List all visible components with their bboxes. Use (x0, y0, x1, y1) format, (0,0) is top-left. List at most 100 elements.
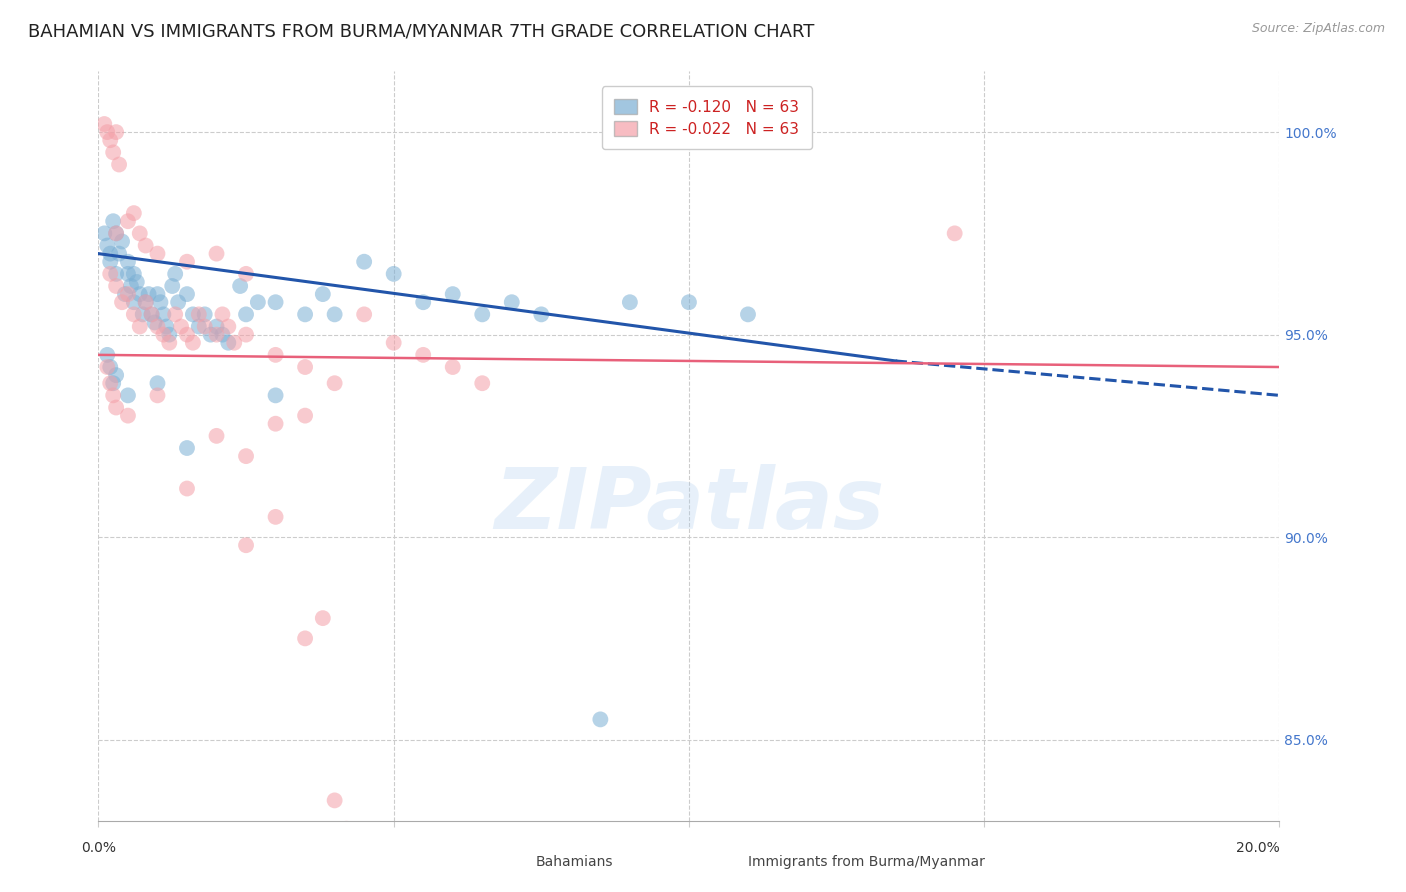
Point (105, 401, 128, 415)
Point (98, 254, 121, 268)
Point (264, 348, 287, 362)
Point (155, 319, 177, 334)
Point (98, 267, 121, 281)
Point (105, 279, 128, 293)
Point (146, 246, 169, 260)
Point (152, 307, 174, 321)
Point (176, 287, 198, 301)
Point (323, 307, 346, 321)
Point (122, 307, 145, 321)
Point (143, 316, 166, 330)
Point (170, 319, 193, 334)
Point (264, 388, 287, 402)
Text: Immigrants from Burma/Myanmar: Immigrants from Burma/Myanmar (748, 855, 984, 869)
Text: BAHAMIAN VS IMMIGRANTS FROM BURMA/MYANMAR 7TH GRADE CORRELATION CHART: BAHAMIAN VS IMMIGRANTS FROM BURMA/MYANMA… (28, 22, 814, 40)
Point (149, 295, 172, 310)
Point (235, 538, 257, 552)
Point (122, 267, 145, 281)
Point (224, 335, 246, 350)
Point (105, 368, 128, 383)
Point (353, 307, 375, 321)
Point (93, 117, 115, 131)
Point (117, 409, 139, 423)
Point (98, 133, 121, 147)
Point (146, 388, 169, 402)
Point (105, 267, 128, 281)
Point (312, 287, 335, 301)
Point (98, 359, 121, 374)
Point (194, 307, 217, 321)
Point (619, 295, 641, 310)
Point (205, 327, 228, 342)
Point (117, 287, 139, 301)
Point (211, 327, 233, 342)
Point (412, 348, 434, 362)
Point (678, 295, 700, 310)
Point (117, 267, 139, 281)
Point (108, 246, 131, 260)
Point (105, 227, 128, 241)
Point (264, 417, 287, 431)
Point (194, 319, 217, 334)
Point (128, 227, 150, 241)
Point (501, 295, 523, 310)
Point (117, 254, 139, 268)
Text: 20.0%: 20.0% (1236, 841, 1279, 855)
Point (181, 307, 204, 321)
Point (205, 246, 228, 260)
Point (176, 441, 198, 455)
Point (235, 327, 257, 342)
Point (135, 238, 157, 252)
Point (162, 279, 183, 293)
Point (235, 307, 257, 321)
Point (117, 388, 139, 402)
Text: ZIPatlas: ZIPatlas (494, 465, 884, 548)
Point (943, 227, 966, 241)
Point (93, 227, 115, 241)
Point (103, 376, 125, 391)
Point (108, 157, 131, 171)
Point (294, 409, 316, 423)
Point (141, 307, 163, 321)
Point (176, 482, 198, 496)
Text: 0.0%: 0.0% (82, 841, 115, 855)
Point (471, 376, 494, 391)
Point (122, 295, 145, 310)
Point (98, 246, 121, 260)
Point (157, 335, 180, 350)
Point (176, 254, 198, 268)
Point (165, 267, 187, 281)
Point (200, 327, 222, 342)
Point (264, 295, 287, 310)
Point (132, 307, 155, 321)
Point (530, 307, 553, 321)
Point (135, 295, 157, 310)
Point (205, 429, 228, 443)
Point (125, 275, 148, 289)
Point (114, 287, 136, 301)
Point (323, 793, 346, 807)
Point (382, 267, 405, 281)
Point (246, 295, 269, 310)
Point (211, 307, 233, 321)
Point (96, 359, 118, 374)
Point (205, 319, 228, 334)
Point (128, 287, 150, 301)
Point (294, 359, 316, 374)
Point (146, 319, 169, 334)
Point (229, 279, 252, 293)
Point (353, 254, 375, 268)
Point (138, 287, 160, 301)
Point (103, 388, 125, 402)
Point (96, 125, 118, 139)
Point (122, 206, 145, 220)
Point (96, 348, 118, 362)
Point (167, 295, 190, 310)
Point (128, 319, 150, 334)
Point (294, 632, 316, 646)
Point (117, 214, 139, 228)
Point (382, 335, 405, 350)
Point (105, 227, 128, 241)
Point (235, 449, 257, 463)
Point (152, 327, 174, 342)
